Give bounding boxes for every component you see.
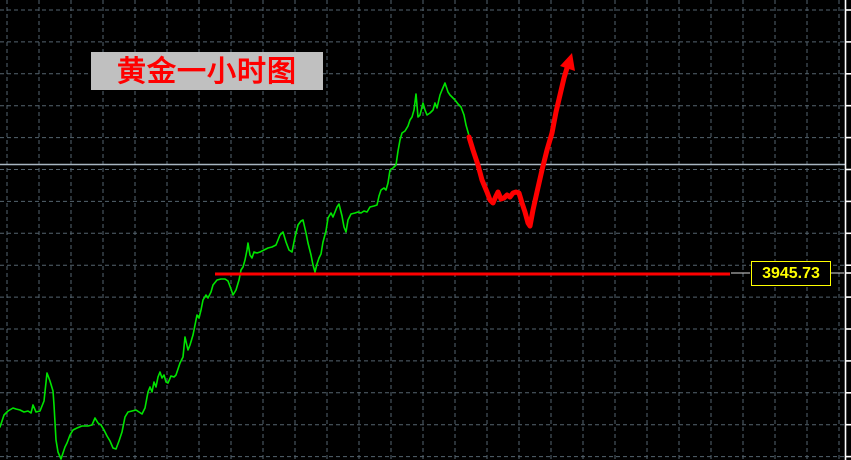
price-level-line[interactable] (215, 272, 844, 276)
forecast-arrow[interactable] (466, 53, 575, 229)
price-axis (844, 0, 851, 460)
arrow-head-icon (560, 53, 575, 71)
price-level-label[interactable]: 3945.73 (751, 261, 831, 286)
chart-title-label[interactable]: 黄金一小时图 (91, 52, 323, 90)
price-line (0, 82, 472, 460)
